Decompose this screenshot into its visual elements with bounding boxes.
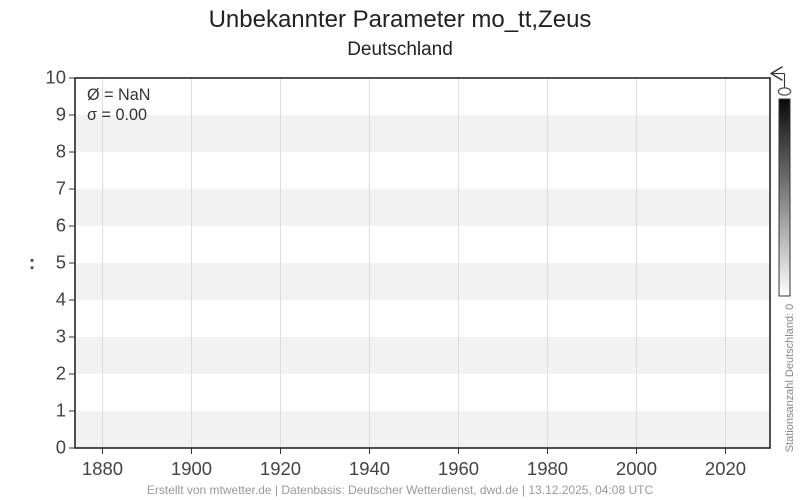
svg-text:2000: 2000: [616, 458, 657, 479]
svg-text:3: 3: [56, 326, 66, 347]
svg-text:2020: 2020: [705, 458, 746, 479]
svg-text:10: 10: [45, 67, 66, 88]
svg-text:1920: 1920: [260, 458, 301, 479]
svg-text:Ø = NaN: Ø = NaN: [87, 86, 150, 104]
svg-text:Stationsanzahl Deutschland: 0: Stationsanzahl Deutschland: 0: [784, 304, 796, 453]
svg-text:9: 9: [56, 104, 66, 125]
svg-text:4: 4: [56, 289, 66, 310]
svg-text:1880: 1880: [82, 458, 123, 479]
svg-text:0: 0: [56, 437, 66, 458]
svg-text:1900: 1900: [171, 458, 212, 479]
svg-text:5: 5: [56, 252, 66, 273]
svg-text:2: 2: [56, 363, 66, 384]
svg-text:7: 7: [56, 178, 66, 199]
svg-text:1: 1: [56, 400, 66, 421]
svg-text:1940: 1940: [349, 458, 390, 479]
svg-text:8: 8: [56, 141, 66, 162]
svg-text::: :: [29, 253, 35, 274]
svg-text:σ = 0.00: σ = 0.00: [87, 106, 147, 124]
svg-text:6: 6: [56, 215, 66, 236]
svg-text:1980: 1980: [527, 458, 568, 479]
svg-text:1960: 1960: [438, 458, 479, 479]
